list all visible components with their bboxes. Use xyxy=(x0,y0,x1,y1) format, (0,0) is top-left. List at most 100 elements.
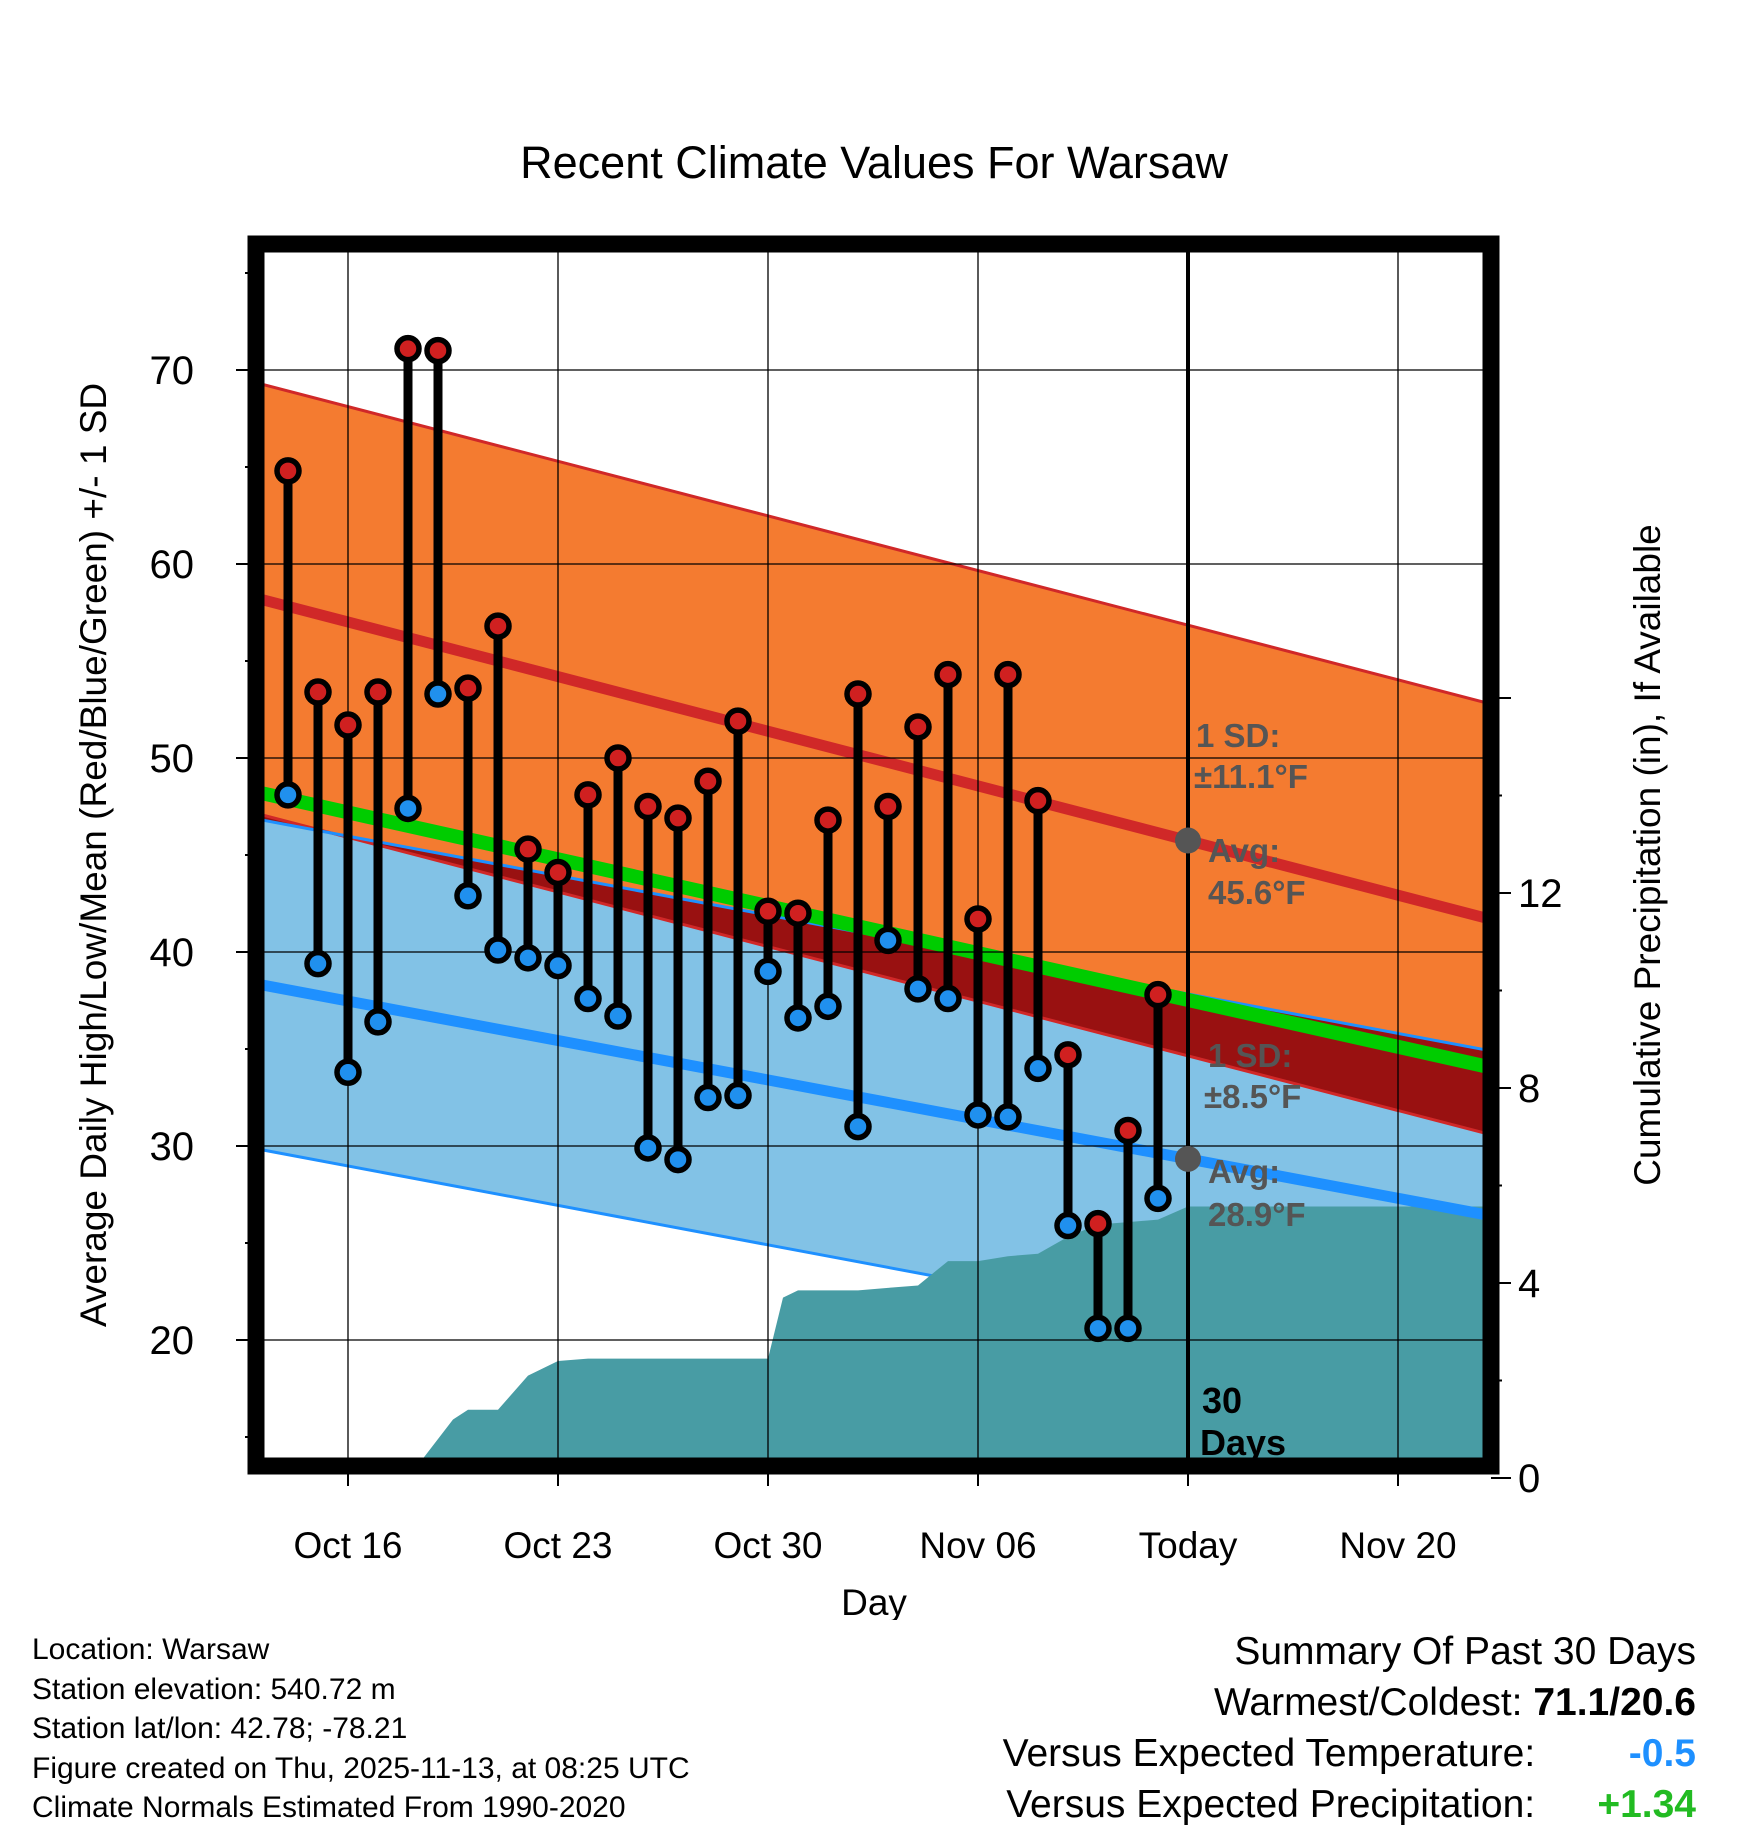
daily-high-point xyxy=(724,707,752,735)
y-tick-label: 30 xyxy=(150,1125,195,1169)
daily-high-point xyxy=(1144,980,1172,1009)
daily-low-point xyxy=(724,1081,752,1110)
daily-low-point xyxy=(934,984,962,1013)
temp-anomaly-value: -0.5 xyxy=(1628,1732,1696,1775)
latlon-text: Station lat/lon: 42.78; -78.21 xyxy=(32,1712,408,1745)
daily-high-point xyxy=(634,792,662,821)
today-normal-low-point xyxy=(1175,1145,1201,1172)
y2-tick-label: 4 xyxy=(1518,1262,1540,1306)
daily-low-point xyxy=(904,975,932,1003)
elevation-text: Station elevation: 540.72 m xyxy=(32,1672,396,1706)
daily-high-point xyxy=(304,678,332,706)
daily-low-point xyxy=(1024,1054,1052,1083)
daily-high-point xyxy=(664,804,692,832)
y2-tick-label: 8 xyxy=(1518,1067,1540,1111)
x-tick-label: Nov 06 xyxy=(919,1525,1036,1566)
daily-low-point xyxy=(634,1134,662,1162)
daily-high-point xyxy=(394,334,422,363)
climate-chart: Recent Climate Values For Warsaw 30Days … xyxy=(73,137,1668,1620)
x-tick-label: Oct 16 xyxy=(294,1525,403,1566)
high-band-lower-edge xyxy=(256,811,1491,1137)
temp-anomaly-label: Versus Expected Temperature: xyxy=(1002,1732,1536,1775)
daily-low-point xyxy=(1054,1211,1082,1240)
daily-low-point xyxy=(874,926,902,955)
normal-high-line xyxy=(256,592,1491,926)
daily-low-point xyxy=(1114,1314,1142,1343)
daily-low-point xyxy=(664,1145,692,1174)
daily-low-point xyxy=(334,1058,362,1087)
daily-high-point xyxy=(784,899,812,927)
low-avg-annotation: Avg: xyxy=(1208,1153,1280,1190)
y2-tick-label: 12 xyxy=(1518,872,1563,916)
daily-high-point xyxy=(604,744,632,772)
low-sd-value-annotation: ±8.5°F xyxy=(1204,1078,1301,1115)
daily-low-point xyxy=(1084,1314,1112,1343)
daily-high-point xyxy=(574,781,602,809)
daily-high-point xyxy=(694,767,722,796)
daily-low-point xyxy=(964,1101,992,1129)
daily-high-point xyxy=(994,660,1022,689)
daily-low-point xyxy=(574,984,602,1013)
x-tick-label: Today xyxy=(1139,1525,1238,1566)
precip-anomaly-value: +1.34 xyxy=(1597,1783,1696,1826)
y-tick-label: 50 xyxy=(150,737,195,781)
y2-tick-label: 0 xyxy=(1518,1457,1540,1501)
normals-text: Climate Normals Estimated From 1990-2020 xyxy=(32,1791,626,1824)
daily-high-point xyxy=(334,711,362,739)
high-band-upper-edge xyxy=(256,381,1491,706)
daily-high-point xyxy=(1024,786,1052,815)
daily-low-point xyxy=(784,1004,812,1032)
daily-high-point xyxy=(874,792,902,821)
daily-low-point xyxy=(844,1112,872,1141)
daily-high-point xyxy=(904,713,932,741)
daily-high-point xyxy=(424,336,452,365)
station-info: Location: Warsaw Station elevation: 540.… xyxy=(32,1630,690,1828)
daily-low-point xyxy=(304,949,332,978)
low-sd-annotation: 1 SD: xyxy=(1208,1037,1292,1074)
today-label-count: 30 xyxy=(1202,1380,1242,1421)
daily-low-point xyxy=(364,1008,392,1036)
daily-high-point xyxy=(934,660,962,689)
y-tick-label: 20 xyxy=(150,1319,195,1363)
daily-high-point xyxy=(964,905,992,933)
y-axis-label: Average Daily High/Low/Mean (Red/Blue/Gr… xyxy=(73,383,114,1327)
daily-low-point xyxy=(454,881,482,910)
x-tick-label: Nov 20 xyxy=(1339,1525,1456,1566)
daily-high-point xyxy=(814,806,842,834)
low-avg-value-annotation: 28.9°F xyxy=(1208,1196,1306,1233)
daily-low-point xyxy=(814,992,842,1021)
high-sd-value-annotation: ±11.1°F xyxy=(1194,758,1308,795)
daily-low-point xyxy=(694,1083,722,1112)
daily-low-point xyxy=(514,944,542,972)
high-avg-annotation: Avg: xyxy=(1208,832,1280,869)
location-text: Location: Warsaw xyxy=(32,1633,270,1666)
summary-warmest-row: Warmest/Coldest: 71.1/20.6 xyxy=(1003,1677,1696,1728)
daily-high-point xyxy=(514,835,542,863)
daily-high-point xyxy=(1084,1209,1112,1238)
daily-low-point xyxy=(544,951,572,980)
daily-low-point xyxy=(274,781,302,809)
summary-temp-row: Versus Expected Temperature: -0.5 xyxy=(1003,1728,1696,1779)
daily-high-point xyxy=(454,674,482,702)
daily-high-point xyxy=(274,457,302,485)
summary-title: Summary Of Past 30 Days xyxy=(1234,1630,1696,1673)
x-tick-label: Oct 23 xyxy=(504,1525,613,1566)
daily-low-point xyxy=(754,957,782,986)
high-sd-annotation: 1 SD: xyxy=(1196,717,1280,754)
daily-high-point xyxy=(844,680,872,708)
daily-low-point xyxy=(994,1103,1022,1131)
x-axis-label: Day xyxy=(841,1582,907,1620)
x-tick-label: Oct 30 xyxy=(714,1525,823,1566)
daily-high-point xyxy=(1054,1041,1082,1069)
daily-high-point xyxy=(754,897,782,926)
daily-high-point xyxy=(1114,1116,1142,1145)
y-tick-label: 60 xyxy=(150,543,195,587)
precip-area xyxy=(408,1206,1491,1466)
today-label-days: Days xyxy=(1200,1422,1286,1463)
daily-low-point xyxy=(394,794,422,823)
today-normal-high-point xyxy=(1175,827,1201,854)
y2-axis-label: Cumulative Precipitation (in), If Availa… xyxy=(1627,524,1668,1186)
high-avg-value-annotation: 45.6°F xyxy=(1208,874,1306,911)
warmest-label: Warmest/Coldest: xyxy=(1214,1681,1523,1724)
daily-high-point xyxy=(364,678,392,706)
